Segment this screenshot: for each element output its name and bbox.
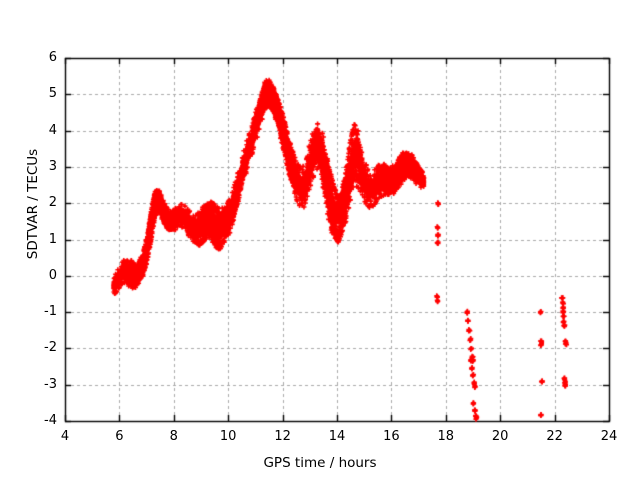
x-tick-label: 12 [274, 429, 291, 444]
y-tick-label: -3 [44, 376, 57, 392]
x-tick-label: 18 [437, 429, 455, 444]
y-tick-label: 2 [48, 195, 57, 211]
y-tick-label: 1 [48, 231, 57, 247]
x-axis-label: GPS time / hours [263, 455, 377, 471]
y-tick-label: 3 [48, 158, 57, 174]
y-tick-label: 5 [48, 86, 57, 102]
y-tick-label: 6 [48, 50, 57, 65]
x-tick-label: 24 [600, 429, 618, 444]
x-tick-label: 22 [546, 429, 563, 444]
x-tick-label: 16 [383, 429, 400, 444]
y-tick-label: 4 [48, 122, 57, 138]
x-tick-label: 4 [60, 429, 70, 444]
x-tick-label: 10 [219, 429, 237, 444]
y-tick-label: -4 [44, 413, 57, 428]
y-tick-label: -2 [44, 340, 57, 356]
x-tick-label: 8 [169, 429, 178, 444]
y-tick-label: -1 [44, 304, 57, 320]
x-tick-label: 6 [115, 429, 124, 444]
x-tick-label: 14 [328, 429, 346, 444]
y-tick-label: 0 [48, 267, 57, 283]
x-tick-label: 20 [491, 429, 509, 444]
